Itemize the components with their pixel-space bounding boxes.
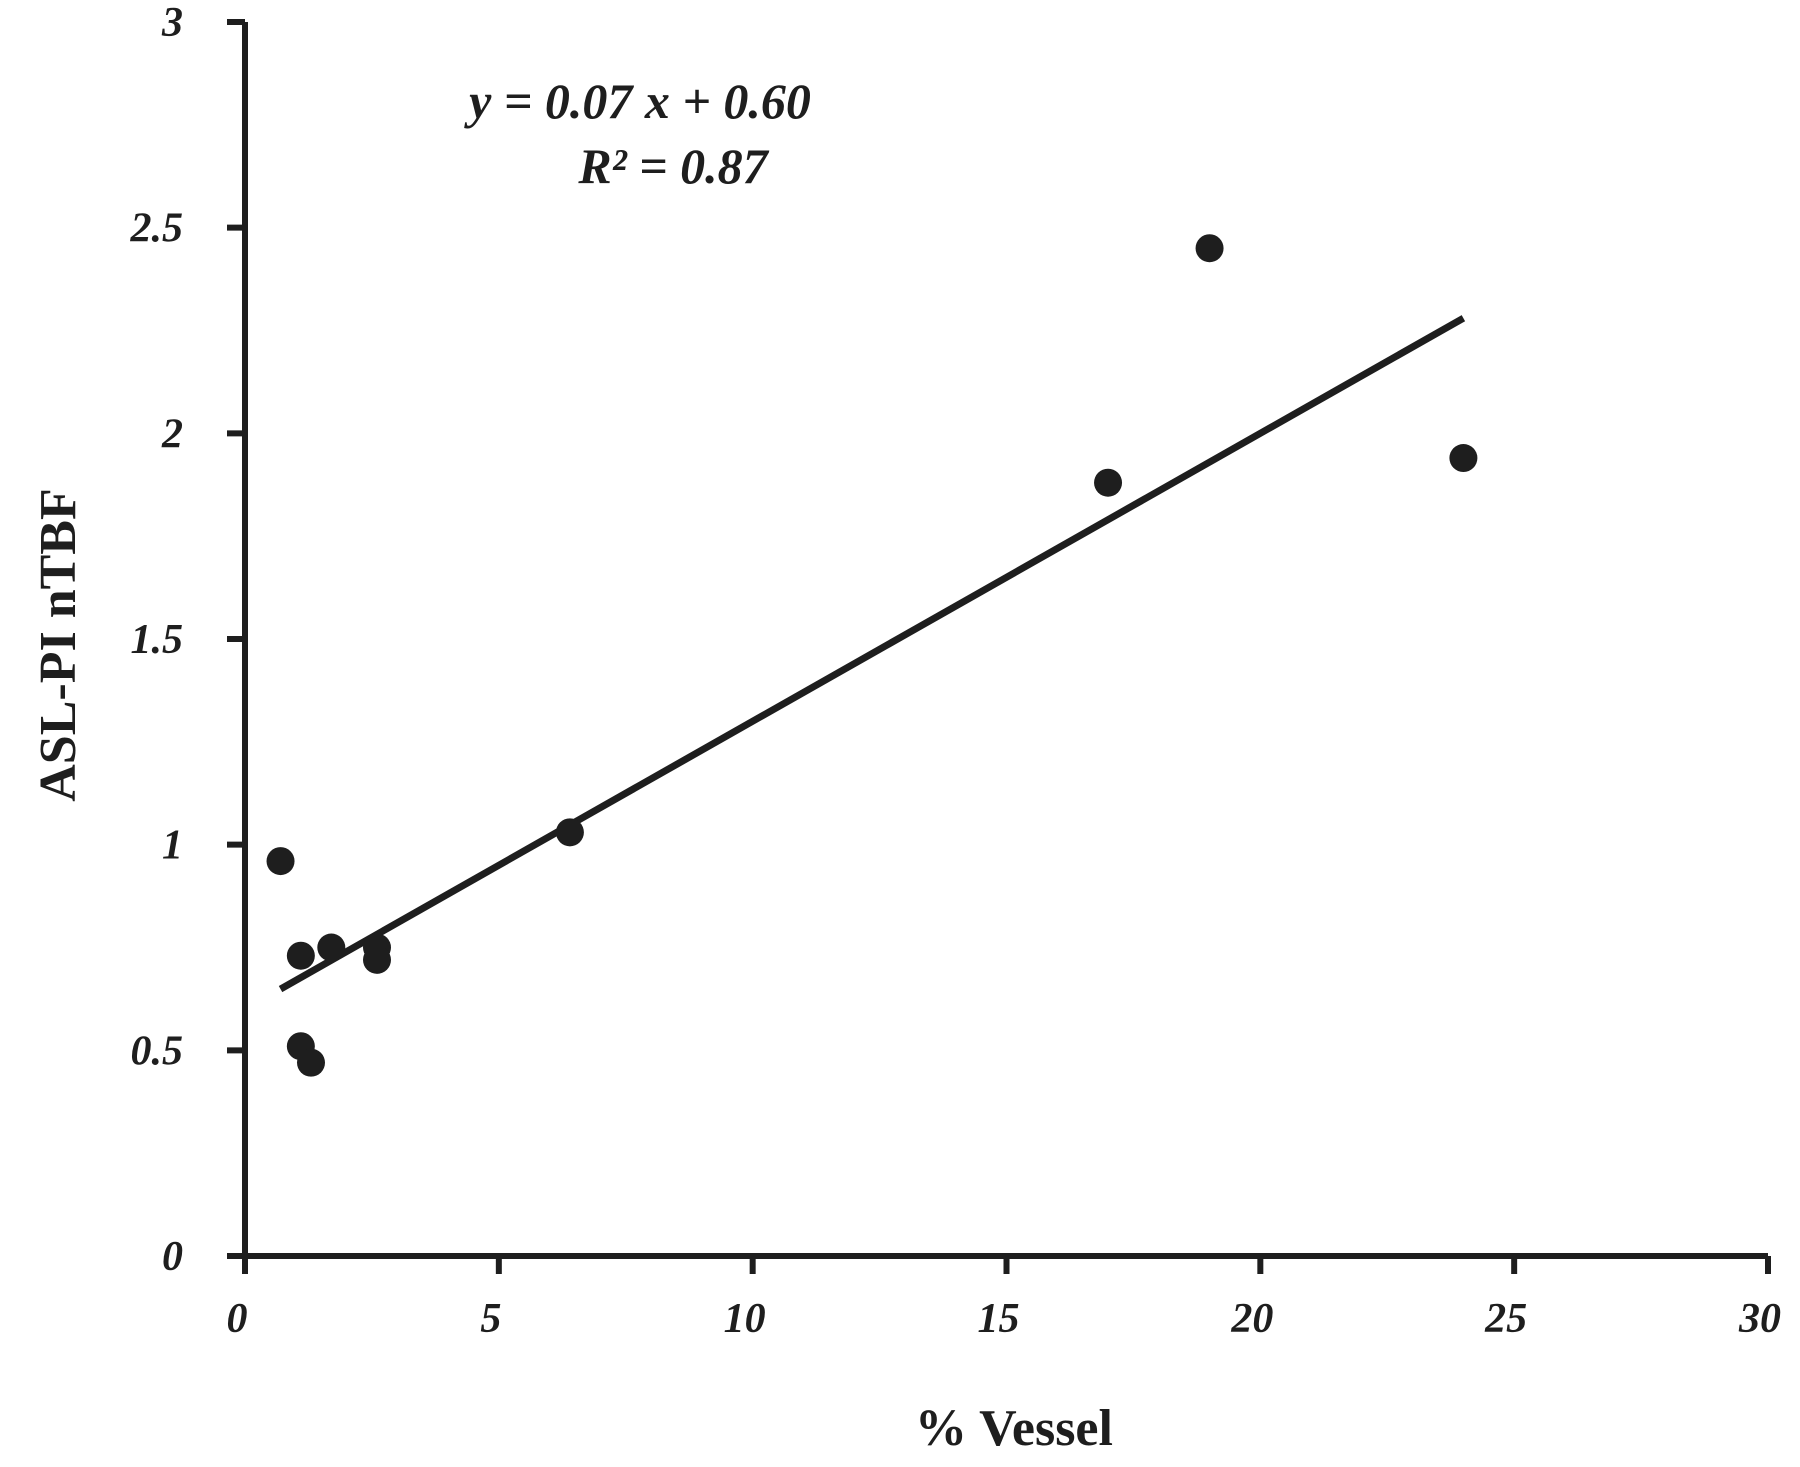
y-tick-label: 0.5 bbox=[131, 1028, 184, 1074]
y-tick-label: 2 bbox=[161, 411, 183, 457]
data-point bbox=[362, 945, 391, 974]
ticks: 0 5 10 15 20 25 30 0 0.5 1 1.5 2 2.5 3 bbox=[130, 0, 1782, 1342]
data-point bbox=[296, 1048, 325, 1077]
y-tick-label: 1.5 bbox=[131, 617, 184, 663]
trendline bbox=[278, 315, 1466, 993]
trendline-group bbox=[278, 315, 1466, 993]
data-point bbox=[1195, 234, 1224, 263]
x-tick-label: 15 bbox=[978, 1296, 1020, 1342]
x-tick-label: 10 bbox=[724, 1296, 766, 1342]
x-tick-label: 25 bbox=[1484, 1296, 1527, 1342]
x-tick-label: 30 bbox=[1738, 1296, 1781, 1342]
data-point bbox=[1449, 444, 1478, 473]
data-point bbox=[286, 941, 315, 970]
data-points bbox=[266, 234, 1478, 1077]
x-tick-label: 0 bbox=[227, 1296, 248, 1342]
y-tick-label: 0 bbox=[162, 1234, 183, 1280]
y-tick-label: 2.5 bbox=[130, 206, 184, 252]
x-axis-title: % Vessel bbox=[915, 1400, 1113, 1457]
y-tick-label: 1 bbox=[162, 823, 183, 869]
x-tick-label: 5 bbox=[480, 1296, 501, 1342]
y-axis-title: ASL-PI nTBF bbox=[30, 488, 87, 802]
equation-annotation: y = 0.07 x + 0.60 bbox=[464, 73, 811, 129]
data-point bbox=[266, 847, 295, 876]
axes bbox=[242, 22, 1768, 1259]
data-point bbox=[1094, 468, 1123, 497]
r-squared-annotation: R² = 0.87 bbox=[577, 138, 769, 194]
x-tick-label: 20 bbox=[1230, 1296, 1273, 1342]
y-tick-label: 3 bbox=[161, 0, 183, 46]
data-point bbox=[555, 818, 584, 847]
data-point bbox=[317, 933, 346, 962]
